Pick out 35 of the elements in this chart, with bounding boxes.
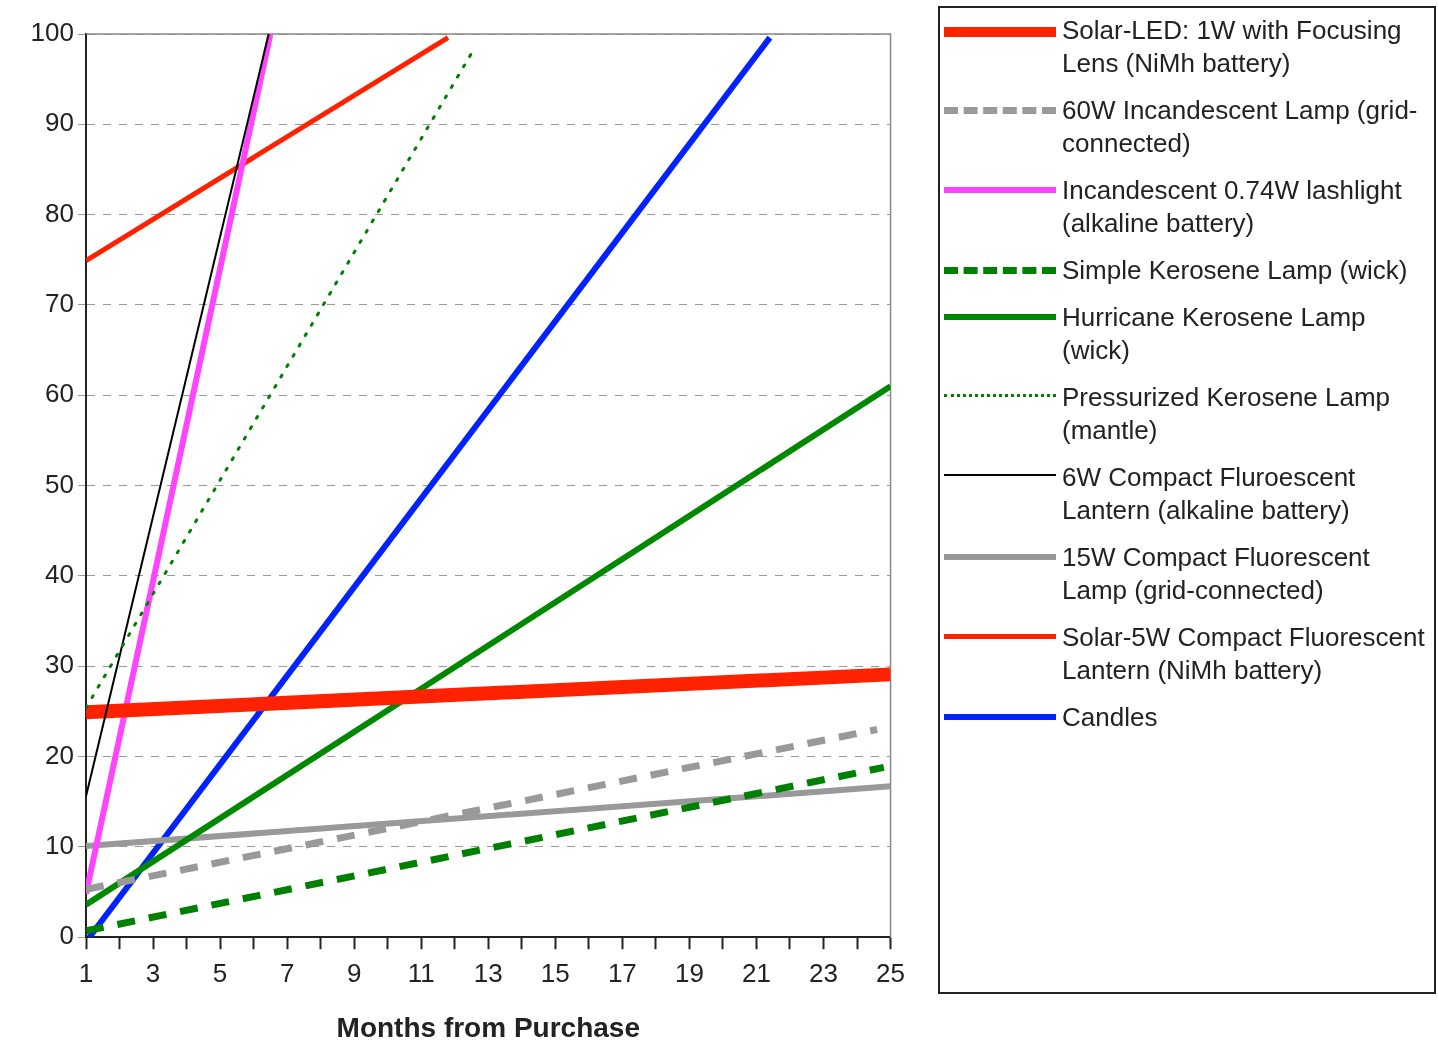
y-tick-label: 60 [45, 378, 74, 409]
x-tick-label: 11 [407, 957, 435, 988]
y-tick-label: 30 [45, 649, 74, 680]
y-tick-label: 90 [45, 107, 74, 138]
x-tick-label: 3 [145, 957, 161, 988]
y-tick-label: 40 [45, 559, 74, 590]
x-axis-title: Months from Purchase [336, 1011, 640, 1043]
x-tick-label: 25 [876, 957, 905, 988]
y-tick-label: 50 [45, 468, 74, 499]
legend-label: Pressurized Kerosene Lamp (mantle) [1061, 381, 1392, 447]
x-tick-label: 5 [212, 957, 228, 988]
legend-label: 60W Incandescent Lamp (grid-connected) [1061, 94, 1419, 160]
legend-label: Hurricane Kerosene Lamp (wick) [1061, 301, 1367, 367]
legend-label: Solar-5W Compact Fluorescent Lantern (NiMh battery) [1061, 621, 1426, 687]
legend-label: Solar-LED: 1W with Focusing Lens (NiMh battery) [1061, 14, 1403, 80]
x-tick-label: 21 [741, 957, 771, 988]
y-tick-label: 80 [45, 197, 74, 228]
y-tick-label: 70 [45, 288, 74, 319]
x-tick-label: 17 [607, 957, 637, 988]
y-tick-label: 20 [45, 739, 74, 770]
x-tick-label: 23 [809, 957, 838, 988]
x-tick-label: 15 [540, 957, 570, 988]
x-tick-label: 9 [346, 957, 362, 988]
legend-label: Simple Kerosene Lamp (wick) [1061, 254, 1408, 287]
y-tick-label: 100 [30, 17, 74, 48]
legend-label: Incandescent 0.74W lashlight (alkaline battery) [1061, 174, 1403, 240]
x-tick-label: 19 [674, 957, 704, 988]
x-tick-label: 13 [473, 957, 503, 988]
y-tick-label: 0 [59, 920, 74, 951]
x-tick-label: 1 [78, 957, 94, 988]
legend-label: Candles [1061, 701, 1158, 734]
x-tick-label: 7 [279, 957, 295, 988]
legend-label: 6W Compact Fluroescent Lantern (alkaline battery) [1061, 461, 1357, 527]
legend-label: 15W Compact Fluorescent Lamp (grid-connected) [1061, 541, 1371, 607]
y-tick-label: 10 [45, 830, 74, 861]
